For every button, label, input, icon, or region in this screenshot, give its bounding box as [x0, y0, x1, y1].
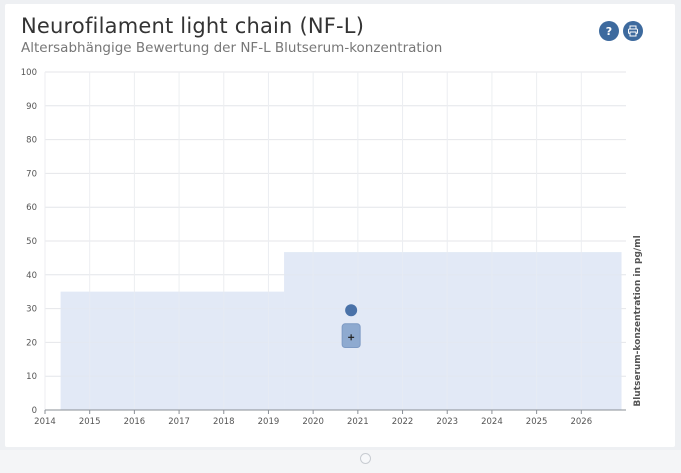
reference-band-overlay	[284, 252, 622, 410]
bottom-scroll-area	[0, 450, 681, 473]
y-tick-label: 10	[26, 372, 37, 382]
x-tick-label: 2014	[34, 417, 56, 427]
x-tick-label: 2020	[302, 417, 324, 427]
y-tick-label: 100	[21, 68, 37, 78]
y-tick-label: 80	[26, 136, 37, 146]
x-tick-label: 2018	[213, 417, 235, 427]
y-tick-label: 30	[26, 305, 37, 315]
page-subtitle: Altersabhängige Bewertung der NF-L Bluts…	[21, 40, 443, 56]
x-tick-label: 2026	[570, 417, 592, 427]
x-tick-label: 2024	[481, 417, 503, 427]
x-tick-label: 2023	[436, 417, 458, 427]
y-tick-label: 0	[32, 406, 37, 416]
y-tick-label: 40	[26, 271, 37, 281]
reference-band-overlay	[60, 291, 285, 410]
x-tick-label: 2019	[258, 417, 280, 427]
scroll-handle[interactable]	[360, 453, 371, 464]
y-tick-label: 60	[26, 203, 37, 213]
y-tick-label: 90	[26, 102, 37, 112]
x-tick-label: 2016	[124, 417, 146, 427]
page-title: Neurofilament light chain (NF-L)	[21, 14, 365, 38]
x-tick-label: 2022	[392, 417, 414, 427]
y-tick-label: 50	[26, 237, 37, 247]
help-button[interactable]: ?	[599, 21, 619, 41]
x-tick-label: 2017	[168, 417, 190, 427]
x-tick-label: 2025	[526, 417, 548, 427]
y-axis-label: Blutserum-konzentration in pg/ml	[633, 235, 643, 406]
data-point	[345, 304, 358, 317]
y-tick-label: 20	[26, 338, 37, 348]
nfl-chart: 0 10 20 30 40 50 60 70 80 90 100 2014 2015 2016 2017 20…	[21, 68, 643, 427]
help-icon: ?	[605, 24, 613, 38]
print-button[interactable]	[623, 21, 643, 41]
print-icon	[628, 25, 638, 37]
y-tick-label: 70	[26, 169, 37, 179]
x-tick-label: 2021	[347, 417, 369, 427]
x-tick-label: 2015	[79, 417, 101, 427]
